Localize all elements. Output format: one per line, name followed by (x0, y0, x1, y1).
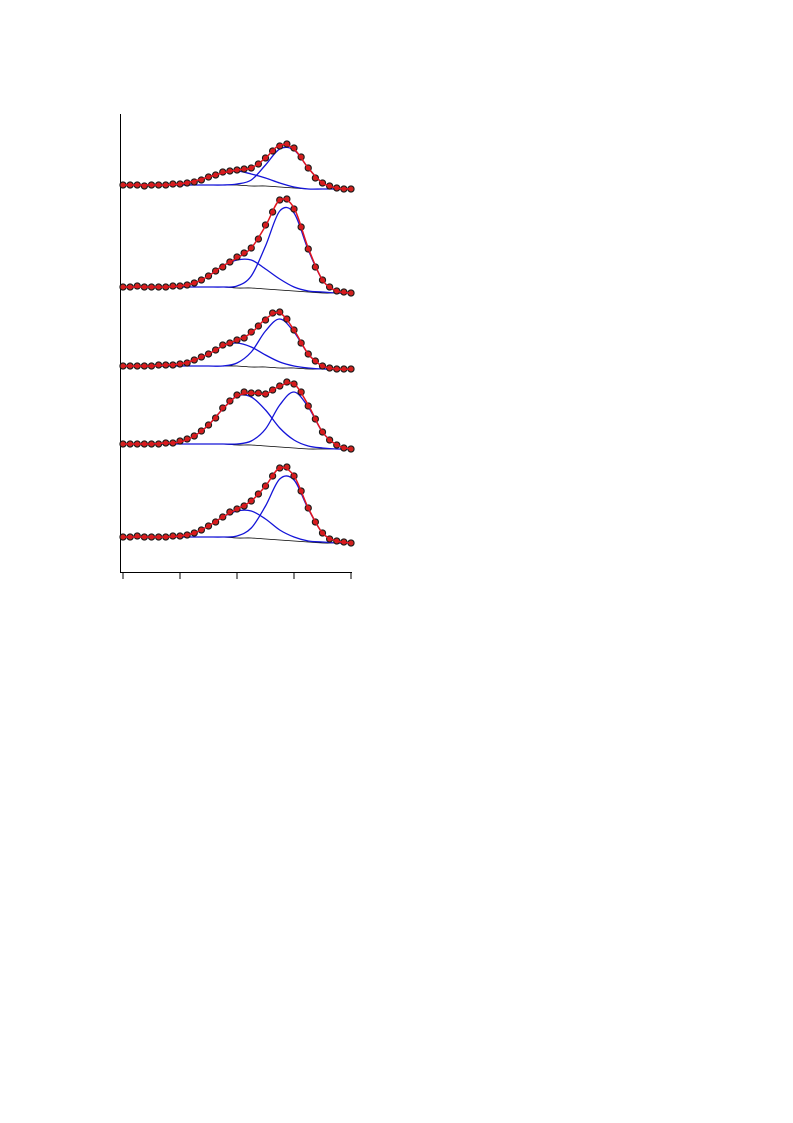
data-point (133, 282, 141, 290)
fit-line (123, 381, 352, 450)
fit-line (122, 143, 352, 190)
data-point (133, 532, 141, 540)
data-point (140, 182, 149, 190)
component-line (123, 206, 352, 294)
fit-line (123, 466, 352, 544)
fit-line (123, 198, 352, 294)
fit-line (123, 311, 352, 370)
data-point (311, 174, 320, 182)
